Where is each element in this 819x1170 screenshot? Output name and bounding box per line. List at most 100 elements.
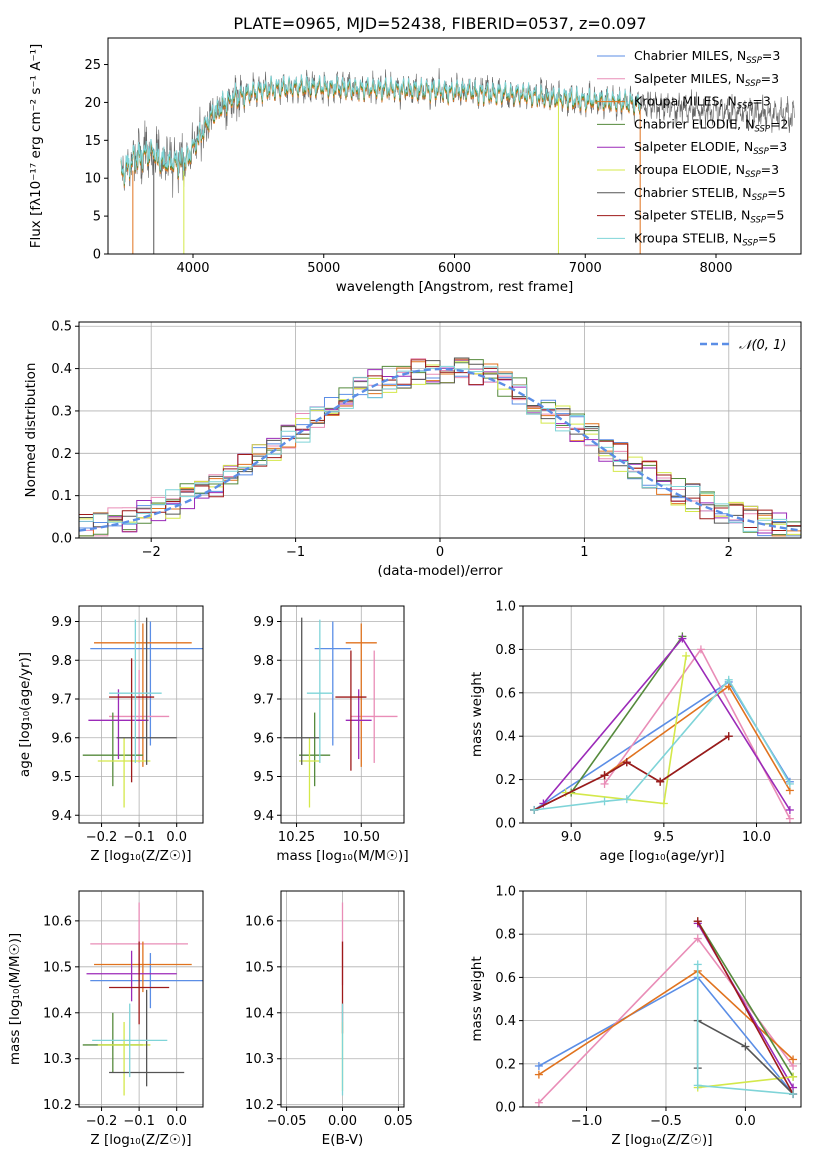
axes-frame: −0.2 −0.1 0.0 9.4 9.5 9.6 9.7 9.8 9.9 Z [log₁₀(Z/… [17, 605, 204, 864]
legend-model-name: Salpeter MILES [634, 71, 728, 86]
y-tick-label: 9.7 [253, 693, 274, 708]
x-axis-label: mass [log₁₀(M/M☉)] [276, 848, 408, 864]
legend-nssp-prefix: , N [728, 71, 745, 86]
legend-equals: = [762, 48, 772, 63]
y-tick-label: 0.4 [495, 1014, 516, 1029]
legend-equals: = [766, 208, 776, 223]
legend-equals: = [761, 162, 771, 177]
legend-equals: = [761, 71, 771, 86]
point-kroupa-stelib [109, 619, 162, 763]
legend-model-name: Chabrier STELIB [634, 185, 734, 200]
x-axis-label: age [log₁₀(age/yr)] [599, 848, 724, 864]
y-tick-label: 15 [84, 134, 101, 149]
series-line [697, 920, 794, 1078]
x-tick-label: −2 [142, 545, 161, 560]
y-tick-label: 0.8 [495, 643, 516, 658]
y-tick-label: 10.3 [245, 1052, 274, 1067]
x-tick-label: 7000 [569, 261, 602, 276]
x-tick-label: −0.2 [86, 1114, 118, 1129]
axes-border [78, 605, 204, 824]
x-tick-label: −0.1 [123, 830, 155, 845]
legend-equals: = [770, 116, 780, 131]
y-axis-label: Normed distribution [23, 363, 39, 498]
legend-nssp-subscript: SSP [753, 147, 769, 157]
legend-nssp-value: 5 [777, 208, 785, 223]
x-axis-label: Z [log₁₀(Z/Z☉)] [90, 1132, 191, 1148]
legend-item-chabrier-miles: Chabrier MILES, NSSP=3 [597, 48, 780, 66]
point-salpeter-stelib [335, 650, 367, 771]
y-tick-label: 0.3 [51, 404, 72, 419]
legend-label: Salpeter STELIB, NSSP=5 [634, 208, 784, 226]
y-tick-label: 0.0 [495, 1101, 516, 1116]
y-tick-label: 25 [84, 58, 101, 73]
axes-border [78, 890, 204, 1108]
plot-area [120, 68, 795, 254]
x-tick-label: 9.5 [654, 830, 675, 845]
axes-border [522, 890, 802, 1108]
legend-nssp-subscript: SSP [750, 216, 766, 226]
y-axis-label: age [log₁₀(age/yr)] [17, 652, 33, 777]
y-tick-label: 9.8 [253, 654, 274, 669]
model-spectrum [120, 74, 641, 184]
x-tick-label: 9.0 [561, 830, 582, 845]
legend-nssp-value: 3 [771, 162, 779, 177]
axes-mass_vs_Z: −0.2 −0.1 0.0 10.2 10.3 10.4 10.5 10.6 Z [log₁₀(… [7, 890, 204, 1148]
x-axis-label: Z [log₁₀(Z/Z☉)] [90, 848, 191, 864]
y-axis-label: Flux [fλ10⁻¹⁷ erg cm⁻² s⁻¹ A⁻¹] [28, 44, 44, 249]
legend-label: Kroupa STELIB, NSSP=5 [634, 230, 776, 248]
axes-border [280, 605, 405, 824]
y-tick-label: 0.2 [51, 447, 72, 462]
legend-item-kroupa-elodie: Kroupa ELODIE, NSSP=3 [597, 162, 779, 180]
legend-equals: = [758, 230, 768, 245]
y-tick-label: 0.8 [495, 928, 516, 943]
series-chabrier-stelib [530, 732, 733, 814]
y-tick-label: 10.5 [43, 960, 72, 975]
y-tick-label: 10.4 [43, 1006, 72, 1021]
y-tick-label: 9.9 [253, 615, 274, 630]
axes-residuals: −2 −1 0 1 2 0.0 0.1 0.2 0.3 0.4 0.5 (data-model)/er… [23, 320, 802, 579]
y-tick-label: 0.4 [51, 362, 72, 377]
series-line [696, 920, 794, 1095]
legend-nssp-subscript: SSP [737, 102, 753, 112]
legend-model-name: Chabrier ELODIE [634, 116, 737, 131]
point-chabrier-elodie [82, 712, 143, 787]
legend-nssp-value: 3 [779, 139, 787, 154]
legend-nssp-subscript: SSP [745, 170, 761, 180]
plot-area [530, 632, 794, 823]
legend-item-salpeter-elodie: Salpeter ELODIE, NSSP=3 [597, 139, 787, 157]
y-tick-label: 0.4 [495, 730, 516, 745]
y-tick-label: 0.0 [495, 817, 516, 832]
legend-nssp-value: 3 [763, 94, 771, 109]
point-kroupa-miles [94, 941, 192, 993]
x-axis-label: wavelength [Angstrom, rest frame] [336, 279, 574, 295]
point-kroupa-stelib [306, 619, 333, 763]
axes-border [522, 605, 802, 824]
y-tick-label: 10.6 [245, 914, 274, 929]
x-tick-label: −1.0 [571, 1114, 603, 1129]
y-tick-label: 10.2 [245, 1098, 274, 1113]
legend-nssp-subscript: SSP [752, 193, 768, 203]
plot-area [79, 357, 801, 538]
x-tick-label: −0.2 [86, 830, 118, 845]
legend-nssp-prefix: , N [733, 208, 750, 223]
point-kroupa-elodie [97, 1021, 151, 1096]
y-tick-label: 20 [84, 96, 101, 111]
legend-item-salpeter-miles: Salpeter MILES, NSSP=3 [597, 71, 779, 89]
y-axis-label: mass [log₁₀(M/M☉)] [7, 933, 23, 1065]
y-axis-label: mass weight [469, 956, 485, 1041]
point-kroupa-elodie [299, 737, 320, 808]
y-tick-label: 9.9 [51, 615, 72, 630]
axes-spectrum: 4000 5000 6000 7000 80000510152025wavelength… [28, 37, 802, 295]
legend-nssp-subscript: SSP [742, 238, 758, 248]
legend-nssp-value: 2 [781, 116, 789, 131]
legend-nssp-prefix: , N [728, 162, 745, 177]
x-tick-label: 0.0 [735, 1114, 756, 1129]
plot-area [82, 617, 203, 808]
y-tick-label: 9.5 [51, 770, 72, 785]
legend-nssp-value: 3 [771, 71, 779, 86]
y-tick-label: 0.2 [495, 1057, 516, 1072]
point-chabrier-stelib [116, 617, 177, 765]
legend-item-chabrier-elodie: Chabrier ELODIE, NSSP=2 [597, 116, 789, 134]
series-salpeter-stelib [530, 732, 733, 814]
